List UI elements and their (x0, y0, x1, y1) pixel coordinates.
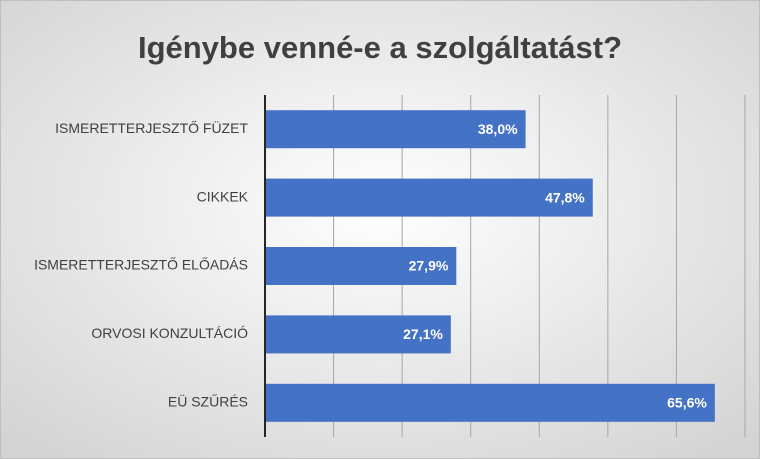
category-label: ORVOSI KONZULTÁCIÓ (91, 325, 248, 341)
value-label: 38,0% (478, 121, 518, 137)
bar (265, 178, 593, 217)
bar (265, 110, 526, 149)
category-label: ISMERETTERJESZTŐ ELŐADÁS (34, 257, 248, 273)
category-label: EÜ SZŰRÉS (168, 393, 248, 410)
value-label: 27,9% (409, 258, 449, 274)
value-label: 47,8% (545, 189, 585, 205)
bar (265, 383, 715, 422)
value-label: 27,1% (403, 326, 443, 342)
category-label: ISMERETTERJESZTŐ FÜZET (55, 119, 248, 136)
category-label: CIKKEK (197, 188, 249, 204)
chart-title: Igénybe venné-e a szolgáltatást? (138, 30, 622, 65)
bar (265, 247, 457, 285)
bar (265, 315, 451, 354)
value-label: 65,6% (667, 395, 707, 411)
